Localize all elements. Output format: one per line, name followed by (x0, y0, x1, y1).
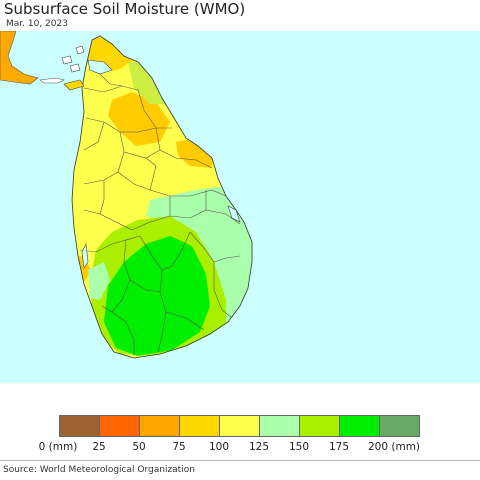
moisture-zone-west-lightgreen (88, 262, 110, 300)
kalpitiya-lagoon (81, 242, 89, 269)
legend-labels: 0 (mm) 25 50 75 100 125 150 175 200 (mm) (0, 441, 480, 455)
legend-label: 50 (132, 441, 146, 453)
mannar-island (63, 79, 85, 91)
legend-swatch-100-125 (220, 416, 260, 436)
district-boundaries (79, 71, 241, 356)
legend-swatch-175-200 (340, 416, 380, 436)
map-date: Mar. 10, 2023 (6, 19, 68, 29)
legend-label: 100 (208, 441, 230, 453)
legend-label: 200 (mm) (367, 441, 421, 453)
northern-islet-3 (75, 45, 85, 55)
northern-islet-2 (69, 63, 81, 73)
moisture-zone-southwest-green (104, 236, 210, 356)
adams-bridge-islands (39, 77, 65, 84)
legend-label: 0 (mm) (38, 441, 78, 453)
source-credit: Source: World Meteorological Organizatio… (3, 465, 195, 475)
legend-swatch-0-25 (60, 416, 100, 436)
legend-label: 175 (328, 441, 350, 453)
india-coast (0, 31, 39, 85)
legend-color-bar (59, 415, 420, 437)
legend-swatch-50-75 (140, 416, 180, 436)
legend-swatch-25-50 (100, 416, 140, 436)
east-coast-lagoon (227, 205, 241, 223)
legend-label: 150 (288, 441, 310, 453)
page-title: Subsurface Soil Moisture (WMO) (4, 0, 246, 18)
footer-divider (0, 460, 480, 461)
northern-islet-1 (61, 55, 73, 65)
map-panel (0, 31, 480, 383)
legend-swatch-125-150 (260, 416, 300, 436)
legend-label: 25 (92, 441, 106, 453)
legend-label: 75 (172, 441, 186, 453)
moisture-zone-northcentral-orange (108, 92, 170, 146)
jaffna-lagoon (87, 59, 113, 75)
legend-swatch-150-175 (300, 416, 340, 436)
legend-label: 125 (248, 441, 270, 453)
legend-swatch-200-plus (380, 416, 419, 436)
coastline (71, 35, 253, 359)
legend-swatch-75-100 (180, 416, 220, 436)
